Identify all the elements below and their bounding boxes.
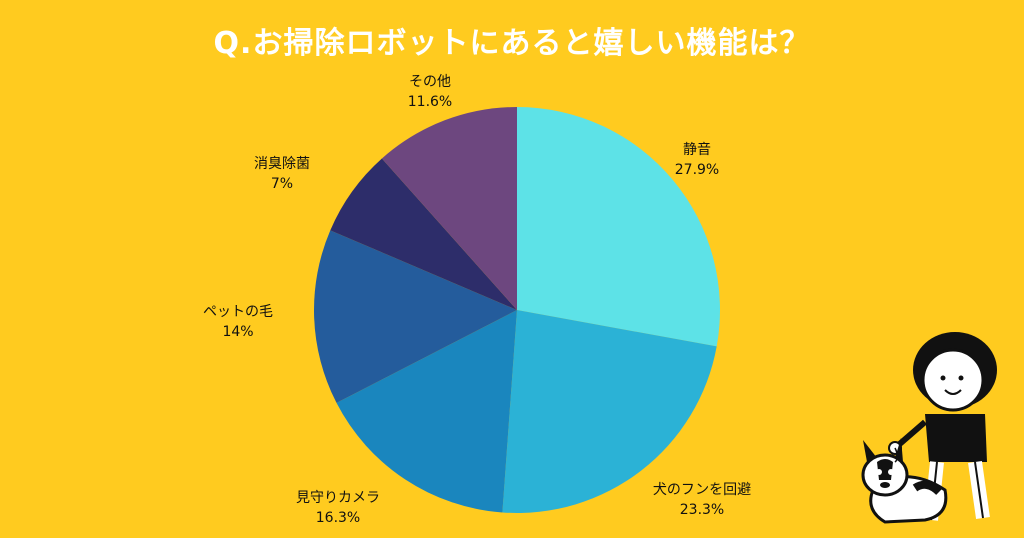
pie-slice xyxy=(502,310,717,513)
slice-value: 23.3% xyxy=(679,502,725,518)
slice-label: 犬のフンを回避 23.3% xyxy=(653,480,751,520)
slice-value: 11.6% xyxy=(407,94,453,110)
pie-slice xyxy=(381,107,517,310)
slice-name: ペットの毛 xyxy=(203,304,273,320)
slice-value: 27.9% xyxy=(674,162,720,178)
pie-slice xyxy=(330,158,517,310)
slice-value: 14% xyxy=(222,324,254,340)
slice-name: 静音 xyxy=(682,142,711,158)
pie-slice xyxy=(336,310,517,513)
slice-name: 見守りカメラ xyxy=(296,490,380,506)
slice-label: 消臭除菌 7% xyxy=(254,154,310,194)
slice-label: その他 11.6% xyxy=(408,72,452,112)
slice-label: 静音 27.9% xyxy=(675,140,719,180)
person-walking-dog-icon xyxy=(861,332,997,524)
slice-value: 16.3% xyxy=(315,510,361,526)
slice-value: 7% xyxy=(270,176,294,192)
slice-name: 犬のフンを回避 xyxy=(652,482,752,498)
pie-slice xyxy=(313,230,517,403)
slice-label: 見守りカメラ 16.3% xyxy=(296,488,380,528)
pie-slice xyxy=(517,107,720,347)
chart-title: Q.お掃除ロボットにあると嬉しい機能は？ xyxy=(213,26,811,61)
slice-name: その他 xyxy=(408,74,451,90)
slice-label: ペットの毛 14% xyxy=(203,302,273,342)
slice-name: 消臭除菌 xyxy=(254,156,310,172)
